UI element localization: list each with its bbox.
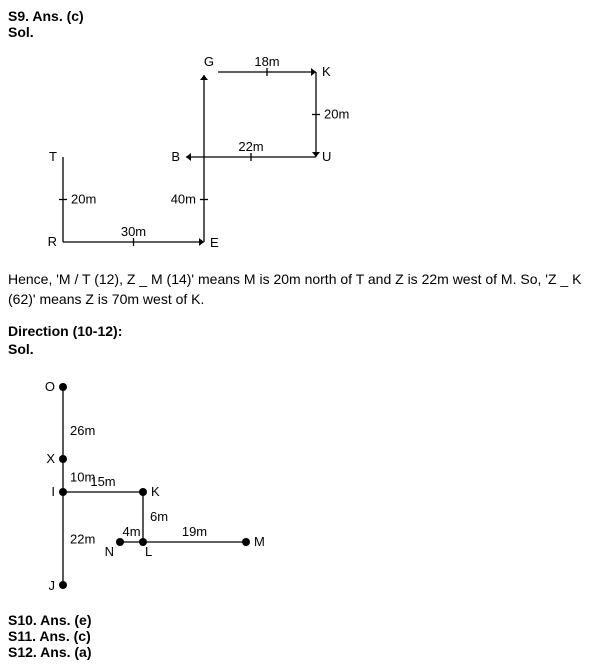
- svg-text:E: E: [210, 235, 219, 250]
- svg-text:L: L: [145, 544, 152, 559]
- svg-text:M: M: [254, 534, 265, 549]
- svg-text:B: B: [171, 149, 180, 164]
- direction-header: Direction (10-12):: [8, 323, 597, 339]
- svg-text:22m: 22m: [238, 139, 263, 154]
- svg-text:20m: 20m: [324, 107, 349, 122]
- svg-text:J: J: [49, 578, 56, 593]
- direction-sol-label: Sol.: [8, 341, 597, 357]
- svg-text:K: K: [151, 484, 160, 499]
- svg-text:O: O: [45, 379, 55, 394]
- s10-answer: S10. Ans. (e): [8, 612, 597, 628]
- svg-text:X: X: [46, 451, 55, 466]
- svg-text:T: T: [49, 149, 57, 164]
- svg-text:I: I: [51, 484, 55, 499]
- svg-text:19m: 19m: [182, 524, 207, 539]
- svg-text:40m: 40m: [171, 192, 196, 207]
- svg-text:N: N: [105, 544, 114, 559]
- svg-text:U: U: [322, 149, 331, 164]
- svg-text:R: R: [48, 234, 57, 249]
- svg-text:22m: 22m: [70, 532, 95, 547]
- svg-text:4m: 4m: [122, 524, 140, 539]
- s9-explanation: Hence, 'M / T (12), Z _ M (14)' means M …: [8, 270, 597, 309]
- svg-text:20m: 20m: [71, 192, 96, 207]
- s11-answer: S11. Ans. (c): [8, 628, 597, 644]
- svg-text:30m: 30m: [121, 224, 146, 239]
- s9-header: S9. Ans. (c): [8, 8, 597, 24]
- svg-text:G: G: [204, 54, 214, 69]
- s9-diagram: 18m 20m 22m 40m 20m 30m G K B U T R E: [8, 50, 597, 260]
- s9-sol-label: Sol.: [8, 24, 597, 40]
- svg-text:15m: 15m: [90, 474, 115, 489]
- s12-answer: S12. Ans. (a): [8, 644, 597, 660]
- svg-text:6m: 6m: [150, 509, 168, 524]
- svg-text:18m: 18m: [254, 54, 279, 69]
- direction-diagram: 26m10m15m22m6m4m19mOXIJKNLM: [8, 367, 597, 602]
- svg-text:K: K: [322, 64, 331, 79]
- svg-text:26m: 26m: [70, 423, 95, 438]
